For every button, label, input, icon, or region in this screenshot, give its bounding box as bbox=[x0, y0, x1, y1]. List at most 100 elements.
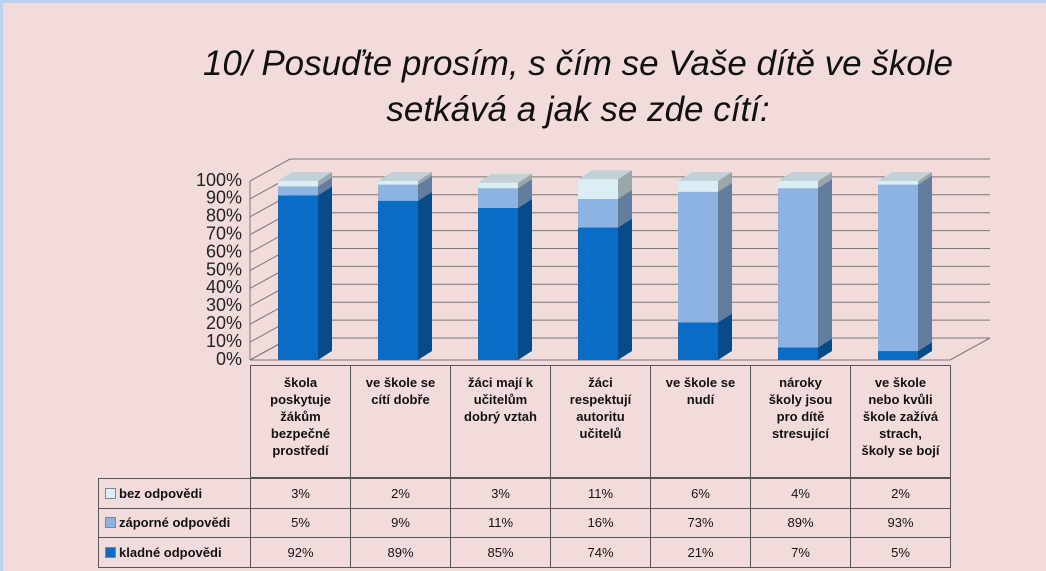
bar-side bbox=[918, 172, 932, 185]
value-label: 11% bbox=[550, 478, 651, 509]
value-label: 85% bbox=[450, 537, 551, 568]
bar-segment bbox=[678, 191, 718, 323]
legend-label: bez odpovědi bbox=[119, 485, 203, 501]
value-label: 89% bbox=[350, 537, 451, 568]
y-tick-label: 50% bbox=[206, 259, 242, 279]
value-label: 89% bbox=[750, 507, 851, 538]
legend-swatch bbox=[105, 517, 116, 529]
bar-side bbox=[418, 175, 432, 201]
value-label: 3% bbox=[250, 478, 351, 509]
value-label: 2% bbox=[850, 478, 951, 509]
bar-top bbox=[578, 170, 632, 180]
value-label: 4% bbox=[750, 478, 851, 509]
bar-top bbox=[278, 172, 332, 181]
legend-swatch bbox=[105, 546, 116, 558]
value-label: 7% bbox=[750, 537, 851, 568]
bar-segment bbox=[578, 227, 618, 360]
bar-segment bbox=[278, 186, 318, 196]
y-tick-label: 100% bbox=[196, 170, 242, 190]
bar-side bbox=[618, 218, 632, 360]
value-label: 11% bbox=[450, 507, 551, 538]
bar-segment bbox=[278, 195, 318, 360]
value-label: 2% bbox=[350, 478, 451, 509]
bar-segment bbox=[478, 182, 518, 189]
value-label: 21% bbox=[650, 537, 751, 568]
value-label: 73% bbox=[650, 507, 751, 538]
y-tick-label: 10% bbox=[206, 331, 242, 351]
bar-side bbox=[518, 173, 532, 189]
bar-side bbox=[618, 170, 632, 199]
chart-title: 10/ Posuďte prosím, s čím se Vaše dítě v… bbox=[202, 44, 954, 129]
bar-segment bbox=[878, 184, 918, 352]
bar-segment bbox=[678, 322, 718, 360]
bar-top bbox=[778, 172, 832, 181]
grid-line bbox=[249, 158, 990, 182]
bar-side bbox=[418, 191, 432, 360]
value-label: 74% bbox=[550, 537, 651, 568]
value-label: 5% bbox=[850, 537, 951, 568]
bar-segment bbox=[278, 181, 318, 187]
bar-side bbox=[818, 338, 832, 360]
legend-label: záporné odpovědi bbox=[119, 515, 231, 531]
bar-side bbox=[718, 172, 732, 192]
bar-side bbox=[518, 179, 532, 208]
bar-segment bbox=[378, 200, 418, 360]
bar-segment bbox=[678, 181, 718, 192]
bar-side bbox=[818, 179, 832, 348]
bar-side bbox=[318, 172, 332, 187]
value-label: 5% bbox=[250, 507, 351, 538]
bar-segment bbox=[378, 181, 418, 185]
y-tick-label: 30% bbox=[206, 295, 242, 315]
bar-side bbox=[618, 189, 632, 228]
bar-segment bbox=[578, 198, 618, 228]
category-label: škola poskytuje žákům bezpečné prostředí bbox=[250, 365, 351, 478]
category-label: žáci mají k učitelům dobrý vztah bbox=[450, 365, 551, 478]
value-label: 3% bbox=[450, 478, 551, 509]
bar-top bbox=[678, 172, 732, 181]
legend-entry: bez odpovědi bbox=[98, 478, 251, 509]
legend-entry: kladné odpovědi bbox=[98, 537, 251, 568]
chart: 0%10%20%30%40%50%60%70%80%90%100% bbox=[196, 158, 991, 369]
bar-side bbox=[918, 175, 932, 352]
bar-top bbox=[478, 173, 532, 183]
legend-label: kladné odpovědi bbox=[119, 544, 222, 560]
bar-side bbox=[318, 186, 332, 360]
bar-segment bbox=[778, 188, 818, 348]
value-label: 6% bbox=[650, 478, 751, 509]
bar-segment bbox=[778, 181, 818, 189]
bar-side bbox=[518, 198, 532, 360]
bar-side bbox=[718, 182, 732, 323]
value-label: 93% bbox=[850, 507, 951, 538]
y-tick-label: 40% bbox=[206, 277, 242, 297]
legend-entry: záporné odpovědi bbox=[98, 507, 251, 538]
bar-side bbox=[318, 177, 332, 196]
bar-segment bbox=[878, 181, 918, 185]
category-label: ve škole nebo kvůli škole zažívá strach,… bbox=[850, 365, 951, 478]
bar-top bbox=[378, 172, 432, 181]
y-tick-label: 60% bbox=[206, 241, 242, 261]
y-tick-label: 0% bbox=[216, 349, 242, 369]
bar-segment bbox=[578, 179, 618, 199]
legend-swatch bbox=[105, 487, 116, 499]
category-label: ve škole se cítí dobře bbox=[350, 365, 451, 478]
value-label: 16% bbox=[550, 507, 651, 538]
bar-side bbox=[818, 172, 832, 189]
bar-side bbox=[918, 342, 932, 360]
y-tick-label: 90% bbox=[206, 188, 242, 208]
category-label: žáci respektují autoritu učitelů bbox=[550, 365, 651, 478]
y-tick-label: 20% bbox=[206, 313, 242, 333]
bar-top bbox=[878, 172, 932, 181]
bar-segment bbox=[878, 351, 918, 360]
value-label: 92% bbox=[250, 537, 351, 568]
bar-side bbox=[418, 172, 432, 185]
bar-segment bbox=[378, 184, 418, 201]
bar-segment bbox=[778, 347, 818, 360]
category-label: nároky školy jsou pro dítě stresující bbox=[750, 365, 851, 478]
bar-side bbox=[718, 313, 732, 360]
category-label: ve škole se nudí bbox=[650, 365, 751, 478]
bar-segment bbox=[478, 188, 518, 208]
bar-segment bbox=[478, 207, 518, 360]
y-tick-label: 70% bbox=[206, 223, 242, 243]
y-tick-label: 80% bbox=[206, 206, 242, 226]
